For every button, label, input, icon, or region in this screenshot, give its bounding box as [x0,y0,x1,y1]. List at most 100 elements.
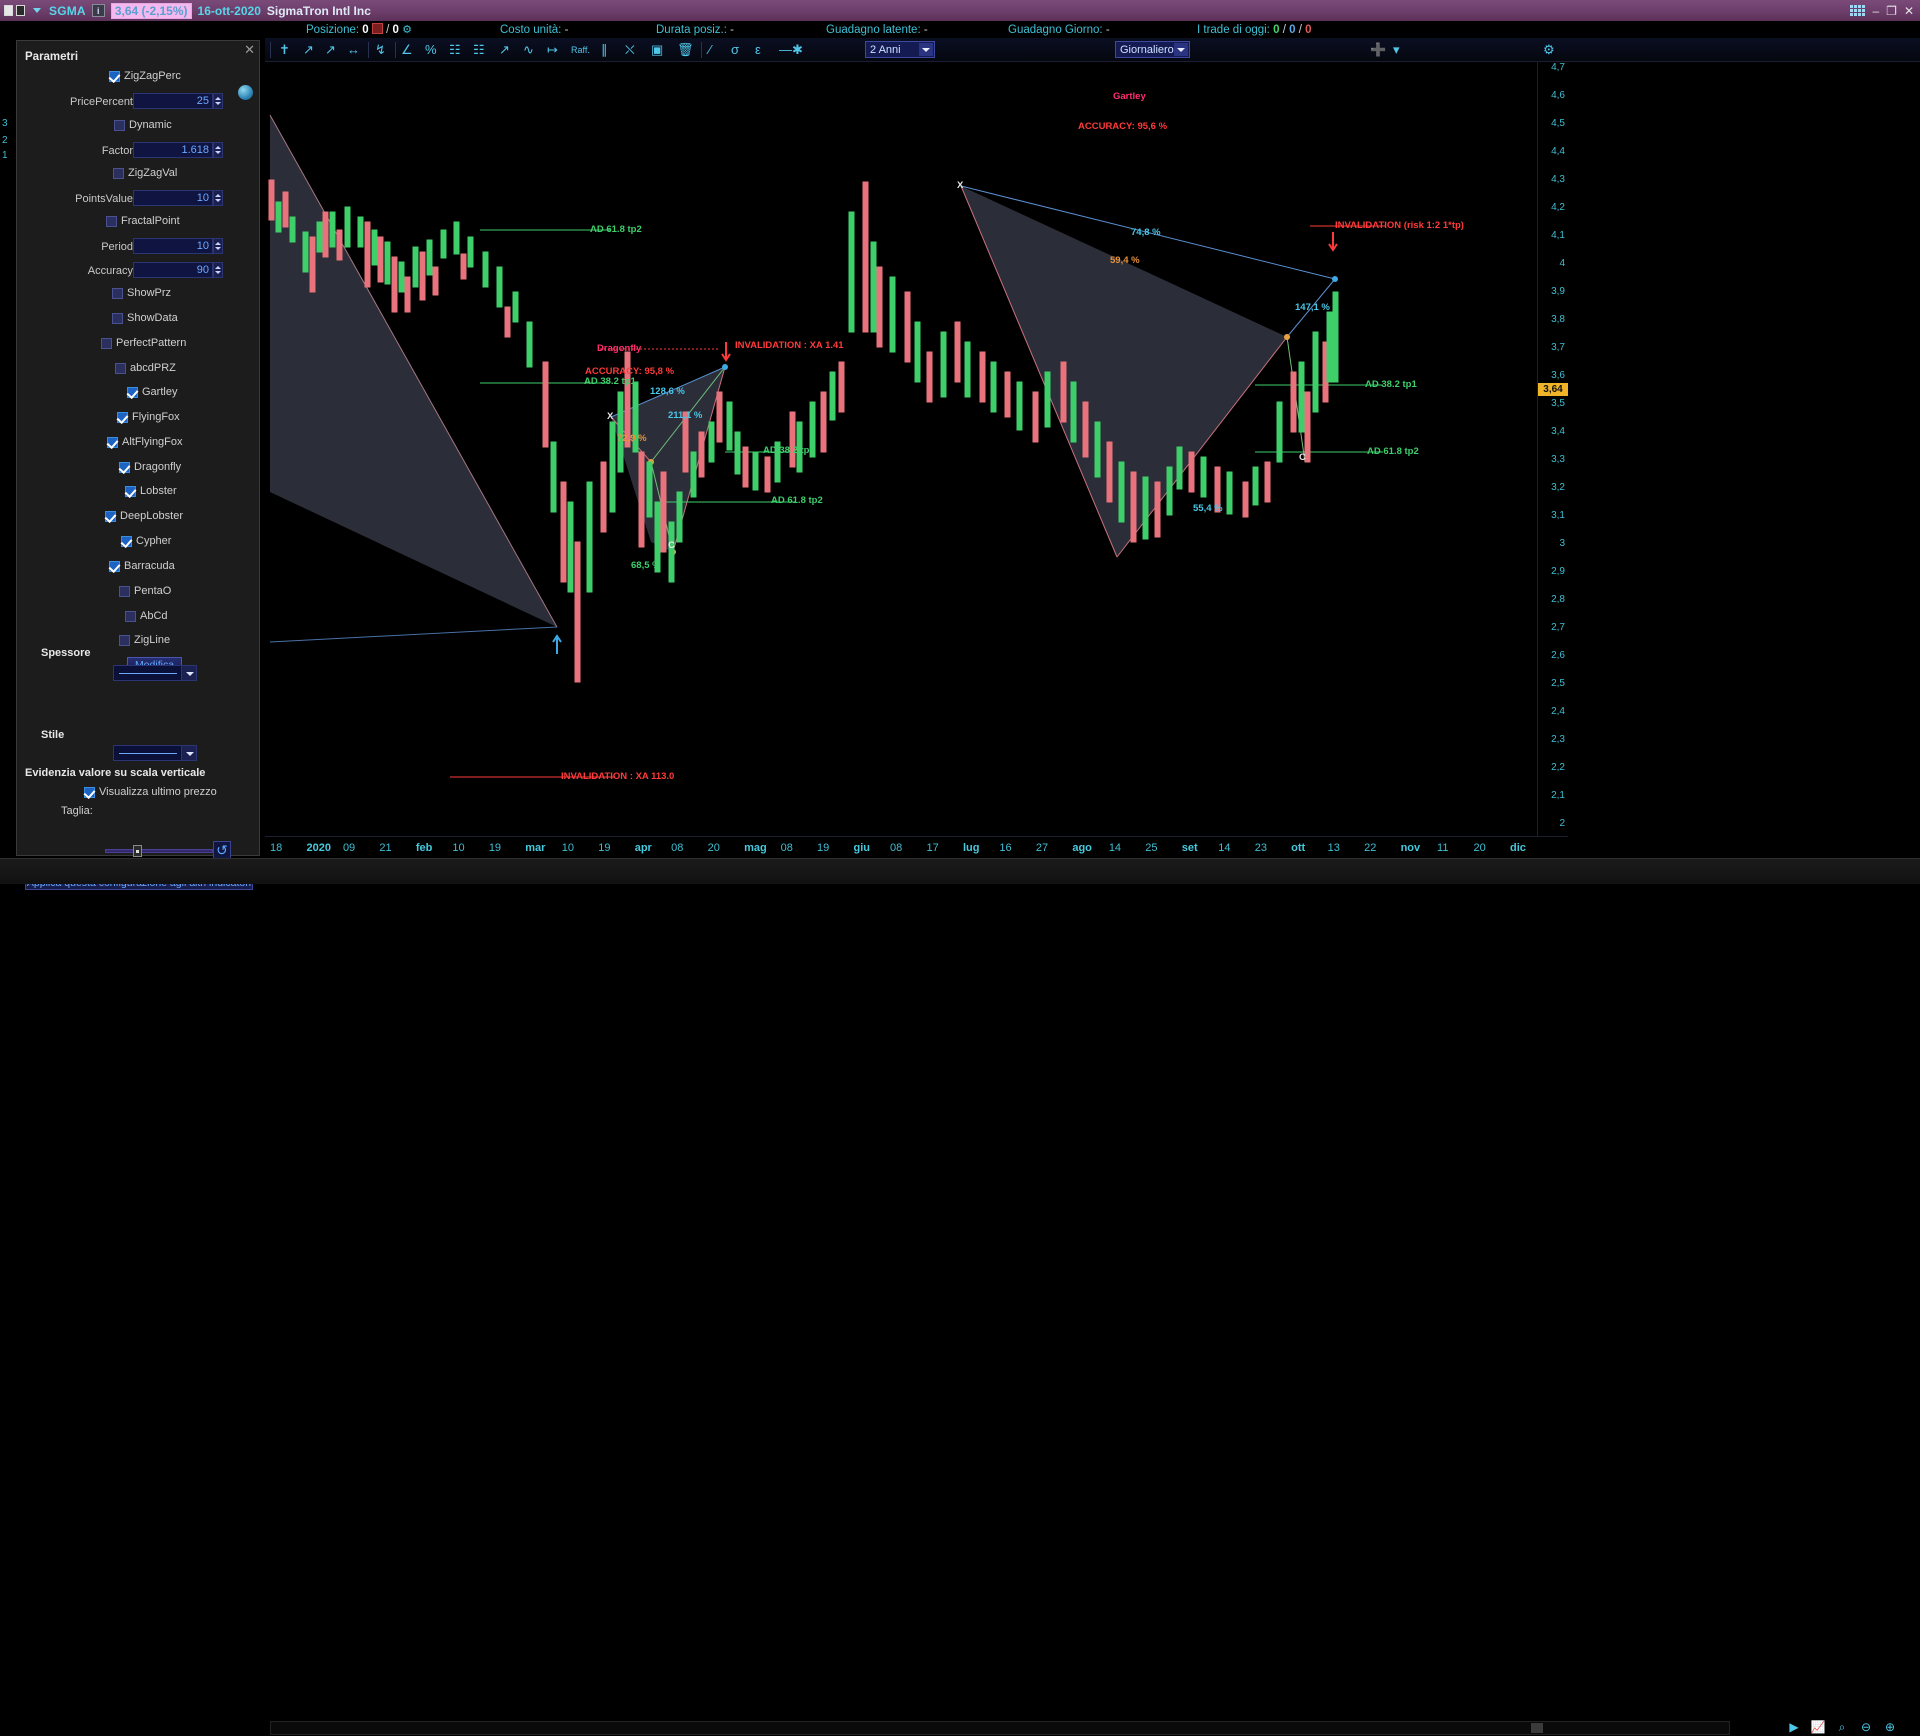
sigma-tool-icon[interactable]: σ [731,42,740,57]
checkbox-cypher[interactable] [121,536,132,547]
chevron-down-icon[interactable] [181,666,196,680]
checkbox-showdata[interactable] [112,313,123,324]
speed-lines-tool-icon[interactable]: ∥ [601,42,608,57]
add-indicator-icon[interactable]: ➕ [1370,42,1387,57]
field-input-pricepercent[interactable]: 25 [133,93,213,109]
color-swatch-icon[interactable] [238,85,253,100]
indicator-dropdown-icon[interactable]: ▾ [1393,42,1400,57]
checkbox-zigline[interactable] [119,635,130,646]
checkbox-row-abcdprz[interactable]: abcdPRZ [17,361,261,381]
spinner-pricepercent[interactable] [213,93,223,109]
checkbox-pentao[interactable] [119,586,130,597]
horizontal-scrollbar[interactable] [270,1721,1730,1735]
stile-select[interactable] [113,745,197,761]
slider-track[interactable] [105,849,213,853]
panel-close-icon[interactable]: ✕ [244,42,255,57]
maximize-button[interactable]: ❐ [1886,3,1897,18]
chevron-down-icon[interactable] [919,43,933,56]
checkbox-showprz[interactable] [112,288,123,299]
close-button[interactable]: ✕ [1903,3,1914,18]
checkbox-lobster[interactable] [125,486,136,497]
delete-tool-icon[interactable]: 🗑 [677,42,694,57]
checkbox-fractalpoint[interactable] [106,216,117,227]
epsilon-tool-icon[interactable]: ε [755,42,761,57]
chevron-down-icon[interactable] [1174,43,1188,56]
raff-regression-tool-icon[interactable]: Raff. [571,45,590,55]
lock-tool-icon[interactable]: —✱ [779,42,803,57]
fib-retracement-tool-icon[interactable]: ☷ [449,42,461,57]
checkbox-row-barracuda[interactable]: Barracuda [17,559,261,579]
date-scale[interactable]: 18 2020 09 21 feb 10 19 mar 10 19 apr 08 20 mag 08 19 gi… [265,836,1568,860]
checkbox-row-pentao[interactable]: PentaO [17,584,261,604]
gann-grid-tool-icon[interactable]: ⛌ [625,42,635,57]
checkbox-deeplobster[interactable] [105,511,116,522]
trendline-tool-icon[interactable]: ↗ [303,42,314,57]
checkbox-row-zigline[interactable]: ZigLine [17,633,261,653]
checkbox-row-showdata[interactable]: ShowData [17,311,261,331]
cycle-tool-icon[interactable]: ∿ [523,42,534,57]
visualizza-ultimo-prezzo-checkbox[interactable] [84,787,95,798]
gear-icon[interactable]: ⚙ [402,24,412,36]
checkbox-row-dynamic[interactable]: Dynamic [17,118,261,138]
pattern-tool-icon[interactable]: ▣ [651,42,664,57]
crosshair-tool-icon[interactable]: ✝ [279,42,290,57]
fan-tool-icon[interactable]: ↦ [547,42,558,57]
ray-tool-icon[interactable]: ↗ [325,42,336,57]
log-tool-icon[interactable]: ∕ [709,42,712,57]
pitchfork-tool-icon[interactable]: ↯ [375,42,386,57]
taglia-slider[interactable] [105,845,213,857]
checkbox-row-cypher[interactable]: Cypher [17,534,261,554]
checkbox-zigzagperc[interactable] [109,71,120,82]
zoom-in-icon[interactable]: ⊕ [1884,1720,1896,1734]
spinner-pointsvalue[interactable] [213,190,223,206]
slider-knob[interactable] [133,845,142,857]
checkbox-row-altflyingfox[interactable]: AltFlyingFox [17,435,261,455]
panel-settings-icon[interactable]: ⚙ [1543,42,1555,57]
magnify-icon[interactable]: ⌕ [1838,1720,1846,1734]
info-icon[interactable]: i [91,4,105,17]
field-input-pointsvalue[interactable]: 10 [133,190,213,206]
period-select[interactable]: 2 Anni [865,41,935,58]
minimize-button[interactable]: – [1872,3,1880,18]
checkbox-flyingfox[interactable] [117,412,128,423]
price-scale[interactable]: 4,7 4,6 4,5 4,4 4,3 4,2 4,1 4 3,9 3,8 3,7 3,6 3,5 3,4… [1537,62,1568,836]
checkbox-row-zigzagval[interactable]: ZigZagVal [17,166,261,186]
field-input-period[interactable]: 10 [133,238,213,254]
chart-icon[interactable]: 📈 [1810,1720,1826,1734]
checkbox-row-lobster[interactable]: Lobster [17,484,261,504]
price-chart[interactable]: Gartley ACCURACY: 95,6 % INVALIDATION (r… [265,62,1537,836]
zoom-out-icon[interactable]: ⊖ [1860,1720,1872,1734]
checkbox-dragonfly[interactable] [119,462,130,473]
scrollbar-thumb[interactable] [1531,1723,1543,1733]
visualizza-ultimo-prezzo-row[interactable]: Visualizza ultimo prezzo [17,785,261,805]
checkbox-abcd[interactable] [125,611,136,622]
checkbox-zigzagval[interactable] [113,168,124,179]
play-icon[interactable]: ▶ [1789,1720,1799,1734]
checkbox-perfectpattern[interactable] [101,338,112,349]
checkbox-row-zigzagperc[interactable]: ZigZagPerc [17,69,261,89]
percent-tool-icon[interactable]: % [425,42,437,57]
checkbox-barracuda[interactable] [109,561,120,572]
spessore-select[interactable] [113,665,197,681]
checkbox-row-dragonfly[interactable]: Dragonfly [17,460,261,480]
spinner-factor[interactable] [213,142,223,158]
angle-tool-icon[interactable]: ∠ [401,42,413,57]
spinner-accuracy[interactable] [213,262,223,278]
reset-button[interactable]: ↺ [213,841,231,859]
checkbox-row-fractalpoint[interactable]: FractalPoint [17,214,261,234]
checkbox-row-gartley[interactable]: Gartley [17,385,261,405]
field-input-factor[interactable]: 1.618 [133,142,213,158]
checkbox-altflyingfox[interactable] [107,437,118,448]
checkbox-row-showprz[interactable]: ShowPrz [17,286,261,306]
timeframe-select[interactable]: Giornaliero [1115,41,1190,58]
field-input-accuracy[interactable]: 90 [133,262,213,278]
checkbox-row-perfectpattern[interactable]: PerfectPattern [17,336,261,356]
checkbox-row-deeplobster[interactable]: DeepLobster [17,509,261,529]
fib-extension-tool-icon[interactable]: ☷ [473,42,485,57]
andrews-tool-icon[interactable]: ↗ [499,42,510,57]
spinner-period[interactable] [213,238,223,254]
checkbox-abcdprz[interactable] [115,363,126,374]
grid-layout-icon[interactable] [1850,5,1866,16]
checkbox-row-abcd[interactable]: AbCd [17,609,261,629]
checkbox-dynamic[interactable] [114,120,125,131]
